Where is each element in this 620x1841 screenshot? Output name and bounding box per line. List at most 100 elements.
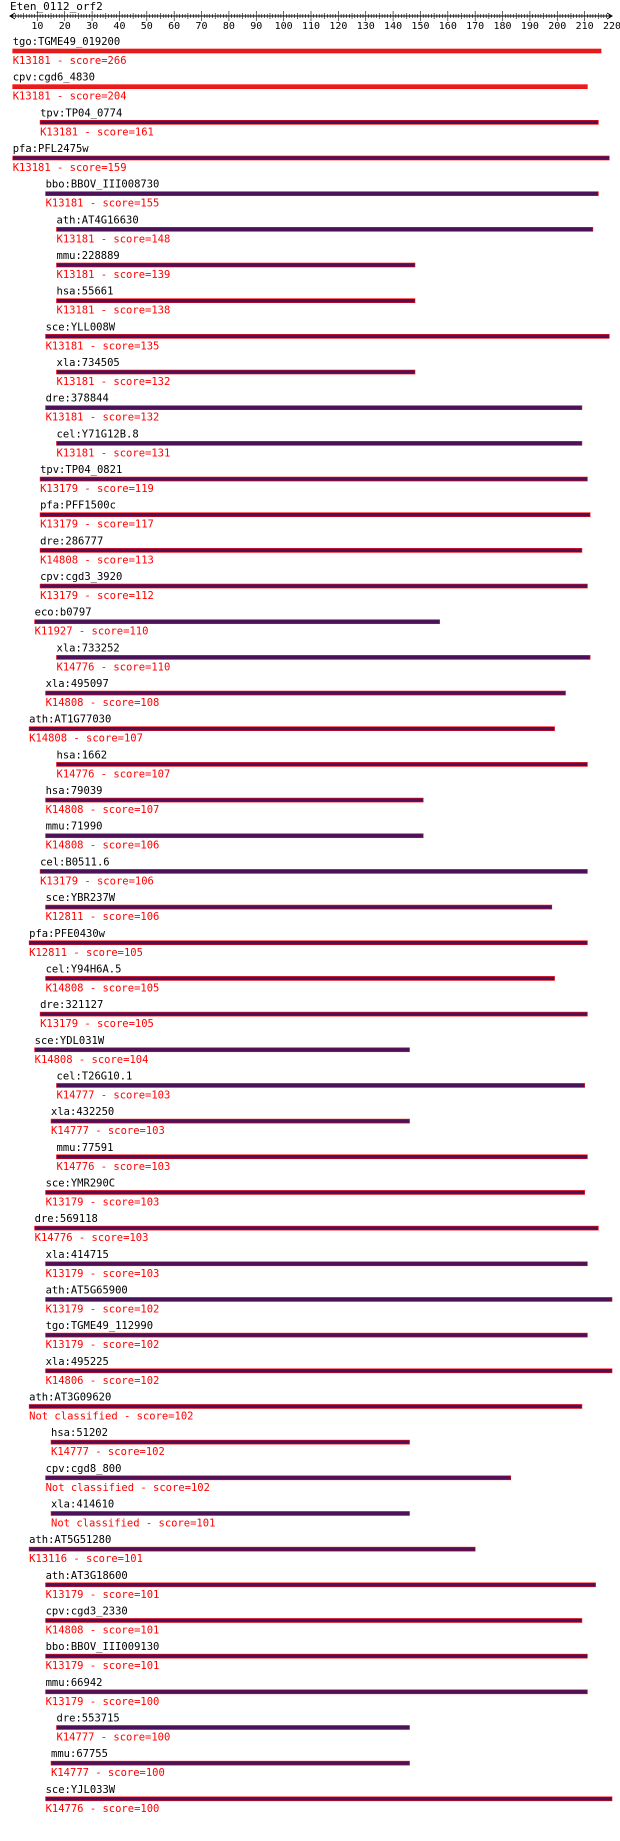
hit-gene-id[interactable]: hsa:55661 — [57, 286, 114, 298]
hit-ko-score[interactable]: K13179 - score=103 — [46, 1196, 160, 1208]
hit-gene-id[interactable]: mmu:67755 — [51, 1748, 108, 1760]
hit-ko-score[interactable]: K13179 - score=102 — [46, 1339, 160, 1351]
hit-gene-id[interactable]: sce:YLL008W — [46, 321, 116, 333]
hit-ko-score[interactable]: K14808 - score=107 — [46, 804, 160, 816]
hit-gene-id[interactable]: dre:553715 — [57, 1712, 120, 1724]
hit-gene-id[interactable]: cpv:cgd3_3920 — [40, 571, 122, 583]
hit-gene-id[interactable]: bbo:BBOV_III009130 — [46, 1641, 160, 1653]
hit-ko-score[interactable]: K14776 - score=107 — [57, 768, 171, 780]
hit-gene-id[interactable]: cel:Y71G12B.8 — [57, 428, 139, 440]
hit-ko-score[interactable]: K13181 - score=135 — [46, 340, 160, 352]
hit-ko-score[interactable]: Not classified - score=101 — [51, 1517, 215, 1529]
hit-ko-score[interactable]: K13181 - score=139 — [57, 269, 171, 281]
hit-gene-id[interactable]: ath:AT4G16630 — [57, 214, 139, 226]
hit-ko-score[interactable]: K13181 - score=132 — [57, 376, 171, 388]
hit-ko-score[interactable]: Not classified - score=102 — [46, 1482, 210, 1494]
hit-ko-score[interactable]: K14777 - score=103 — [51, 1125, 165, 1137]
hit-ko-score[interactable]: K13179 - score=119 — [40, 483, 154, 495]
hit-gene-id[interactable]: eco:b0797 — [35, 607, 92, 619]
hit-ko-score[interactable]: K13179 - score=103 — [46, 1268, 160, 1280]
hit-ko-score[interactable]: K14806 - score=102 — [46, 1375, 160, 1387]
hit-ko-score[interactable]: K13179 - score=101 — [46, 1589, 160, 1601]
hit-gene-id[interactable]: dre:378844 — [46, 393, 109, 405]
hit-ko-score[interactable]: K11927 - score=110 — [35, 626, 149, 638]
hit-gene-id[interactable]: xla:733252 — [57, 642, 120, 654]
hit-gene-id[interactable]: cpv:cgd3_2330 — [46, 1605, 128, 1617]
hit-gene-id[interactable]: hsa:79039 — [46, 785, 103, 797]
hit-gene-id[interactable]: cpv:cgd8_800 — [46, 1463, 122, 1475]
hit-ko-score[interactable]: K13116 - score=101 — [29, 1553, 143, 1565]
hit-gene-id[interactable]: dre:569118 — [35, 1213, 98, 1225]
hit-ko-score[interactable]: K13181 - score=132 — [46, 412, 160, 424]
hit-ko-score[interactable]: K13181 - score=148 — [57, 233, 171, 245]
hit-ko-score[interactable]: K13181 - score=161 — [40, 126, 154, 138]
hit-gene-id[interactable]: dre:286777 — [40, 535, 103, 547]
hit-ko-score[interactable]: K14808 - score=106 — [46, 840, 160, 852]
hit-ko-score[interactable]: K14777 - score=100 — [57, 1731, 171, 1743]
hit-gene-id[interactable]: cel:T26G10.1 — [57, 1070, 133, 1082]
hit-ko-score[interactable]: K13179 - score=101 — [46, 1660, 160, 1672]
hit-gene-id[interactable]: mmu:66942 — [46, 1677, 103, 1689]
hit-gene-id[interactable]: pfa:PFF1500c — [40, 500, 116, 512]
hit-gene-id[interactable]: mmu:77591 — [57, 1142, 114, 1154]
hit-ko-score[interactable]: K14808 - score=107 — [29, 733, 143, 745]
hit-ko-score[interactable]: K12811 - score=106 — [46, 911, 160, 923]
hit-ko-score[interactable]: K14808 - score=108 — [46, 697, 160, 709]
hit-ko-score[interactable]: K14776 - score=103 — [57, 1161, 171, 1173]
hit-ko-score[interactable]: K13181 - score=131 — [57, 447, 171, 459]
hit-gene-id[interactable]: ath:AT3G09620 — [29, 1391, 111, 1403]
hit-gene-id[interactable]: xla:432250 — [51, 1106, 114, 1118]
hit-gene-id[interactable]: pfa:PFE0430w — [29, 928, 106, 940]
hit-ko-score[interactable]: K14808 - score=113 — [40, 554, 154, 566]
hit-gene-id[interactable]: cel:B0511.6 — [40, 856, 110, 868]
hit-ko-score[interactable]: K13181 - score=155 — [46, 198, 160, 210]
hit-gene-id[interactable]: tpv:TP04_0821 — [40, 464, 122, 476]
hit-ko-score[interactable]: K14776 - score=110 — [57, 661, 171, 673]
hit-ko-score[interactable]: Not classified - score=102 — [29, 1410, 193, 1422]
hit-ko-score[interactable]: K14777 - score=103 — [57, 1089, 171, 1101]
hit-gene-id[interactable]: mmu:71990 — [46, 821, 103, 833]
hit-ko-score[interactable]: K12811 - score=105 — [29, 947, 143, 959]
hit-ko-score[interactable]: K14808 - score=105 — [46, 982, 160, 994]
hit-gene-id[interactable]: pfa:PFL2475w — [13, 143, 90, 155]
hit-gene-id[interactable]: ath:AT3G18600 — [46, 1570, 128, 1582]
hit-ko-score[interactable]: K14808 - score=104 — [35, 1054, 149, 1066]
hit-gene-id[interactable]: cel:Y94H6A.5 — [46, 963, 122, 975]
hit-ko-score[interactable]: K14808 - score=101 — [46, 1624, 160, 1636]
hit-gene-id[interactable]: hsa:51202 — [51, 1427, 108, 1439]
hit-gene-id[interactable]: tgo:TGME49_112990 — [46, 1320, 153, 1332]
hit-gene-id[interactable]: tpv:TP04_0774 — [40, 107, 122, 119]
hit-ko-score[interactable]: K13179 - score=117 — [40, 519, 154, 531]
hit-ko-score[interactable]: K14776 - score=103 — [35, 1232, 149, 1244]
hit-ko-score[interactable]: K13179 - score=100 — [46, 1696, 160, 1708]
hit-gene-id[interactable]: ath:AT5G65900 — [46, 1284, 128, 1296]
hit-ko-score[interactable]: K13179 - score=106 — [40, 875, 154, 887]
hit-ko-score[interactable]: K14777 - score=102 — [51, 1446, 165, 1458]
hit-gene-id[interactable]: dre:321127 — [40, 999, 103, 1011]
hit-gene-id[interactable]: sce:YJL033W — [46, 1784, 116, 1796]
hit-gene-id[interactable]: sce:YMR290C — [46, 1177, 116, 1189]
hit-ko-score[interactable]: K13181 - score=204 — [13, 91, 127, 103]
hit-ko-score[interactable]: K13181 - score=159 — [13, 162, 127, 174]
hit-gene-id[interactable]: ath:AT1G77030 — [29, 714, 111, 726]
hit-ko-score[interactable]: K13179 - score=102 — [46, 1303, 160, 1315]
hit-ko-score[interactable]: K13179 - score=112 — [40, 590, 154, 602]
hit-gene-id[interactable]: sce:YBR237W — [46, 892, 116, 904]
hit-gene-id[interactable]: cpv:cgd6_4830 — [13, 72, 95, 84]
hit-gene-id[interactable]: hsa:1662 — [57, 749, 108, 761]
hit-gene-id[interactable]: xla:495097 — [46, 678, 109, 690]
hit-gene-id[interactable]: xla:495225 — [46, 1356, 109, 1368]
hit-gene-id[interactable]: sce:YDL031W — [35, 1035, 105, 1047]
hit-gene-id[interactable]: tgo:TGME49_019200 — [13, 36, 120, 48]
hit-gene-id[interactable]: ath:AT5G51280 — [29, 1534, 111, 1546]
hit-gene-id[interactable]: mmu:228889 — [57, 250, 120, 262]
hit-ko-score[interactable]: K14776 - score=100 — [46, 1803, 160, 1815]
hit-ko-score[interactable]: K14777 - score=100 — [51, 1767, 165, 1779]
hit-gene-id[interactable]: xla:734505 — [57, 357, 120, 369]
hit-gene-id[interactable]: xla:414610 — [51, 1498, 114, 1510]
hit-ko-score[interactable]: K13181 - score=138 — [57, 305, 171, 317]
hit-gene-id[interactable]: bbo:BBOV_III008730 — [46, 179, 160, 191]
hit-ko-score[interactable]: K13179 - score=105 — [40, 1018, 154, 1030]
hit-ko-score[interactable]: K13181 - score=266 — [13, 55, 127, 67]
hit-gene-id[interactable]: xla:414715 — [46, 1249, 109, 1261]
